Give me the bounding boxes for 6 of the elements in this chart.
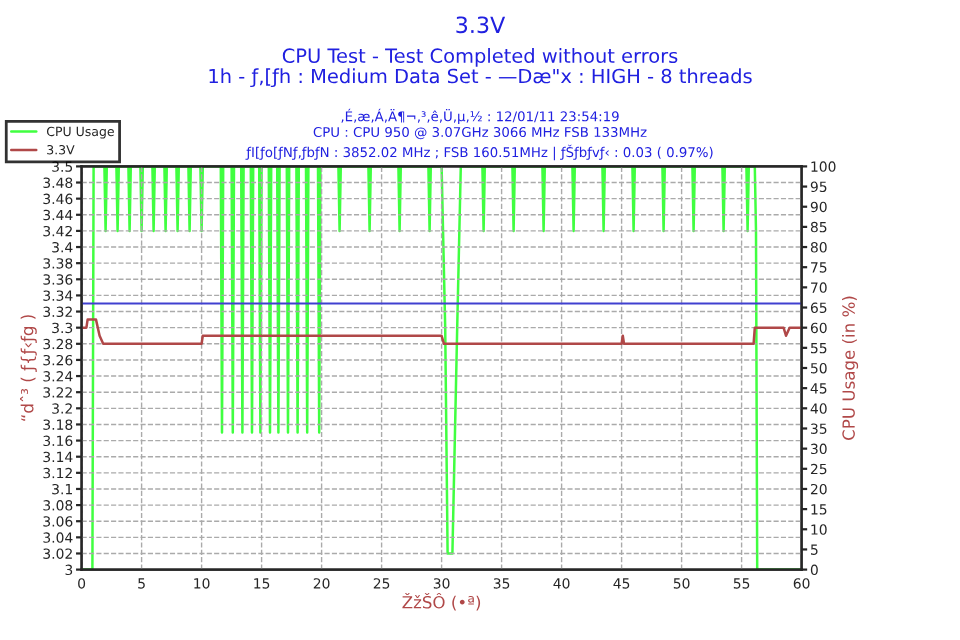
y-axis-title: “dˆ³ ( ƒ{ƒ‹ƒg ) [19,315,37,421]
line-series [81,318,802,346]
y2-axis-title: CPU Usage (in %) [842,296,859,440]
chart-title: 3.3V [456,16,506,34]
x-axis-title: ŽžŠÔ (•ª) [402,592,481,611]
chart-subtitle: CPU Test - Test Completed without errors 1h - ƒ‚[ƒh : Medium Data Set - —Dæ"x : HIGH - 8 threads [209,48,752,88]
